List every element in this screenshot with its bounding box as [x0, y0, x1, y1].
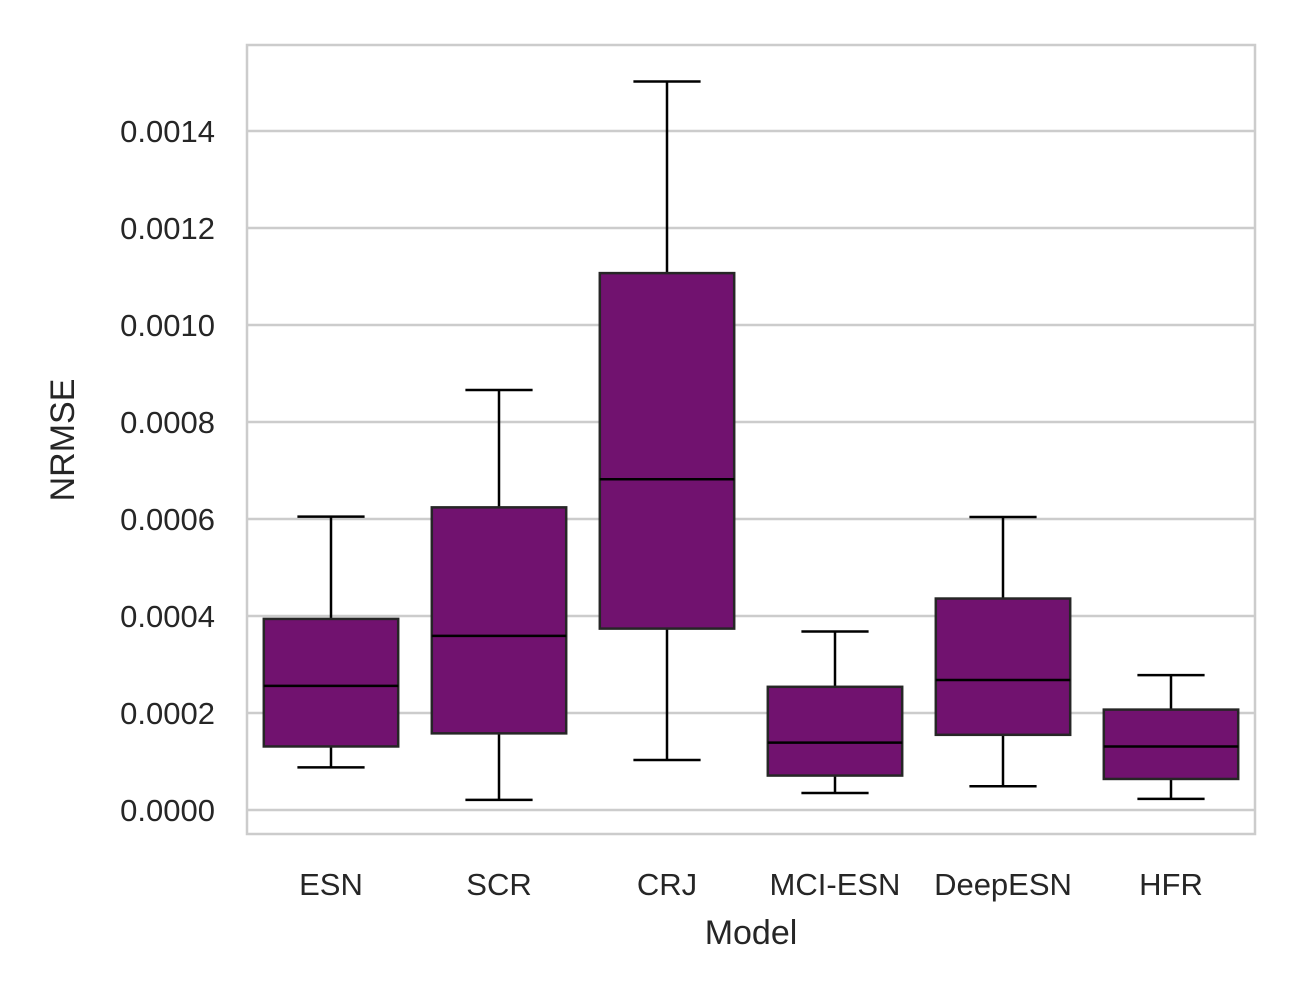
box-esn — [262, 515, 400, 769]
x-tick-label: MCI-ESN — [770, 867, 901, 902]
box-iqr — [1102, 708, 1240, 781]
y-tick-label: 0.0010 — [120, 308, 215, 343]
y-tick-labels: 0.0000 0.0002 0.0004 0.0006 0.0008 0.0010 0.00… — [120, 114, 215, 828]
x-tick-labels: ESN SCR CRJ MCI-ESN DeepESN HFR — [299, 867, 1203, 902]
x-tick-label: DeepESN — [934, 867, 1072, 902]
grid-lines — [247, 129, 1255, 812]
x-tick-label: HFR — [1139, 867, 1203, 902]
box-iqr — [598, 271, 736, 630]
boxes — [262, 80, 1240, 802]
box-scr — [430, 388, 568, 802]
x-axis-label: Model — [705, 914, 798, 952]
x-tick-label: SCR — [466, 867, 531, 902]
y-axis-label: NRMSE — [44, 379, 82, 502]
box-mci-esn — [766, 630, 904, 795]
y-tick-label: 0.0012 — [120, 211, 215, 246]
box-iqr — [766, 685, 904, 777]
y-tick-label: 0.0000 — [120, 793, 215, 828]
x-tick-label: CRJ — [637, 867, 697, 902]
y-tick-label: 0.0014 — [120, 114, 215, 149]
box-iqr — [934, 597, 1072, 737]
y-tick-label: 0.0006 — [120, 502, 215, 537]
y-tick-label: 0.0002 — [120, 696, 215, 731]
box-iqr — [430, 506, 568, 735]
plot-frame — [245, 43, 1257, 836]
box-iqr — [262, 617, 400, 748]
box-deepesn — [934, 515, 1072, 788]
x-tick-label: ESN — [299, 867, 363, 902]
box-hfr — [1102, 673, 1240, 801]
box-crj — [598, 80, 736, 762]
y-tick-label: 0.0008 — [120, 405, 215, 440]
y-tick-label: 0.0004 — [120, 599, 215, 634]
